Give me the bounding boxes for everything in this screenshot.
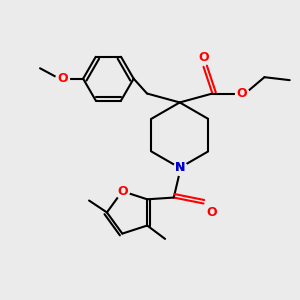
Text: O: O <box>117 185 128 198</box>
Text: O: O <box>198 51 209 64</box>
Text: O: O <box>237 87 248 100</box>
Text: N: N <box>175 161 185 174</box>
Text: O: O <box>206 206 217 220</box>
Text: O: O <box>57 72 68 85</box>
Text: N: N <box>175 161 185 174</box>
